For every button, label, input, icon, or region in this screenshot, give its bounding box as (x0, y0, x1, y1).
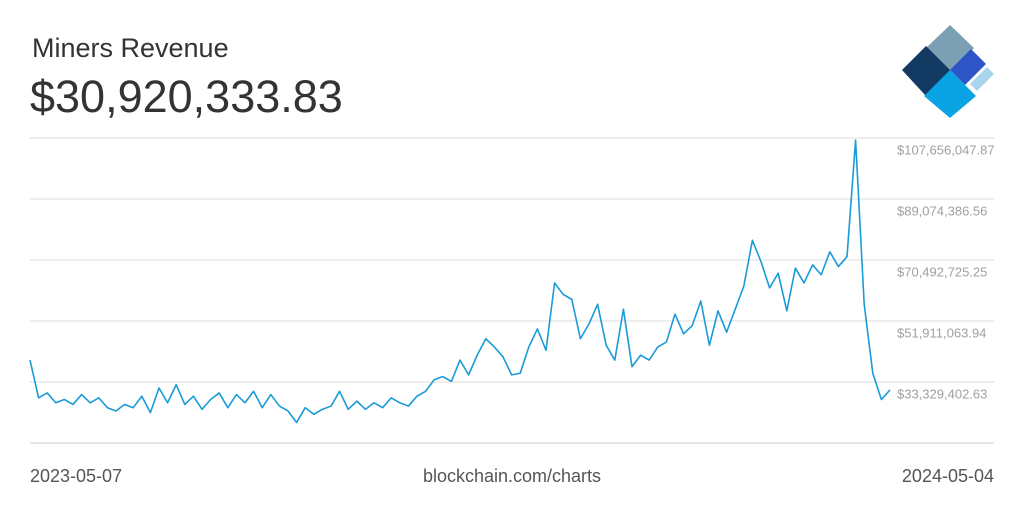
y-tick-label: $89,074,386.56 (897, 203, 987, 218)
y-tick-label: $33,329,402.63 (897, 386, 987, 401)
y-tick-label: $70,492,725.25 (897, 264, 987, 279)
source: blockchain.com/charts (423, 466, 601, 486)
logo (902, 25, 994, 118)
y-tick-label: $51,911,063.94 (897, 325, 986, 340)
y-tick-label: $107,656,047.87 (897, 142, 995, 157)
start-date: 2023-05-07 (30, 466, 122, 486)
current-value: $30,920,333.83 (30, 71, 343, 122)
chart-title: Miners Revenue (32, 33, 229, 63)
line (29, 139, 891, 424)
end-date: 2024-05-04 (902, 466, 994, 486)
